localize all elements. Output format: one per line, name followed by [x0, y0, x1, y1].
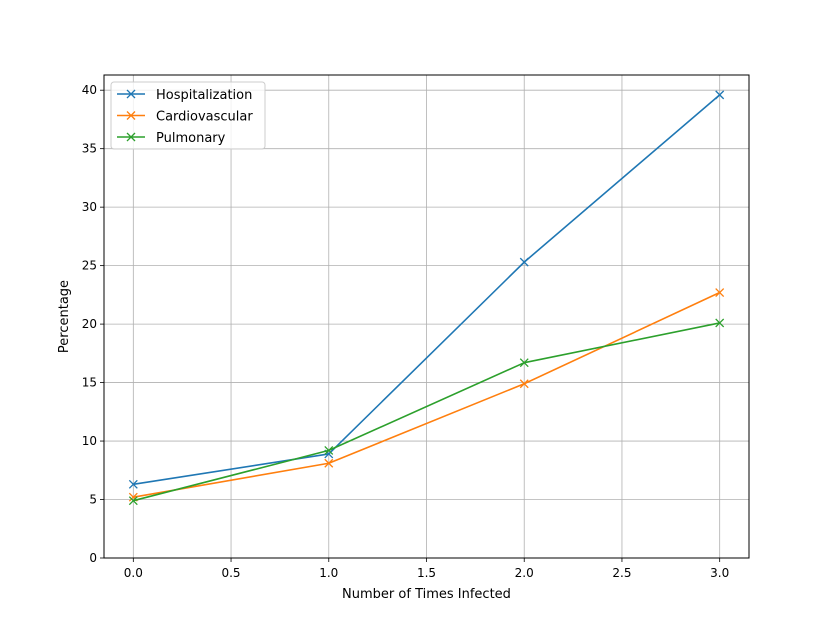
x-tick-label: 3.0 — [710, 566, 729, 580]
data-point-pulmonary — [715, 318, 725, 328]
y-tick-label: 15 — [82, 376, 97, 390]
legend-entry-cardiovascular: Cardiovascular — [117, 110, 253, 125]
y-axis-label: Percentage — [57, 280, 72, 353]
series-line-cardiovascular — [133, 291, 721, 498]
series-lines — [128, 90, 725, 506]
x-tick-label: 2.0 — [515, 566, 534, 580]
legend-marker — [126, 111, 136, 120]
series-line-hospitalization — [133, 94, 721, 486]
legend-entry-pulmonary: Pulmonary — [117, 131, 226, 146]
series-hospitalization — [128, 90, 725, 489]
x-tick-label: 0.0 — [124, 566, 143, 580]
x-tick-label: 0.5 — [221, 566, 240, 580]
data-point-pulmonary — [519, 358, 529, 368]
data-point-cardiovascular — [324, 458, 334, 468]
legend-marker — [126, 132, 136, 142]
y-tick-label: 5 — [89, 493, 97, 507]
y-tick-label: 0 — [89, 551, 97, 565]
data-point-hospitalization — [128, 479, 138, 489]
legend-marker — [126, 89, 136, 99]
legend-label: Hospitalization — [156, 88, 252, 103]
y-tick-label: 10 — [82, 434, 97, 448]
x-axis-label: Number of Times Infected — [342, 587, 511, 602]
data-point-cardiovascular — [715, 288, 725, 297]
series-cardiovascular — [128, 288, 725, 502]
x-tick-label: 2.5 — [612, 566, 631, 580]
x-tick-label: 1.5 — [417, 566, 436, 580]
y-tick-label: 40 — [82, 83, 97, 97]
data-point-cardiovascular — [519, 379, 529, 389]
x-tick-label: 1.0 — [319, 566, 338, 580]
y-tick-label: 20 — [82, 317, 97, 331]
y-tick-label: 30 — [82, 200, 97, 214]
legend-entry-hospitalization: Hospitalization — [117, 88, 252, 103]
series-line-pulmonary — [133, 322, 720, 502]
data-point-hospitalization — [715, 90, 725, 100]
legend-label: Pulmonary — [156, 131, 226, 146]
legend: Hospitalization Cardiovascular Pulmonary — [110, 81, 266, 150]
y-tick-label: 25 — [82, 259, 97, 273]
y-tick-label: 35 — [82, 142, 97, 156]
legend-box — [110, 81, 266, 150]
data-point-hospitalization — [519, 257, 529, 267]
data-point-pulmonary — [128, 496, 138, 506]
data-point-pulmonary — [324, 445, 334, 455]
series-pulmonary — [128, 318, 725, 506]
axis-ticks: 0.0 0.5 1.0 1.5 2.0 2.5 3.0 0 5 10 15 20 25 30 35 40 — [82, 83, 730, 580]
legend-label: Cardiovascular — [156, 110, 253, 125]
